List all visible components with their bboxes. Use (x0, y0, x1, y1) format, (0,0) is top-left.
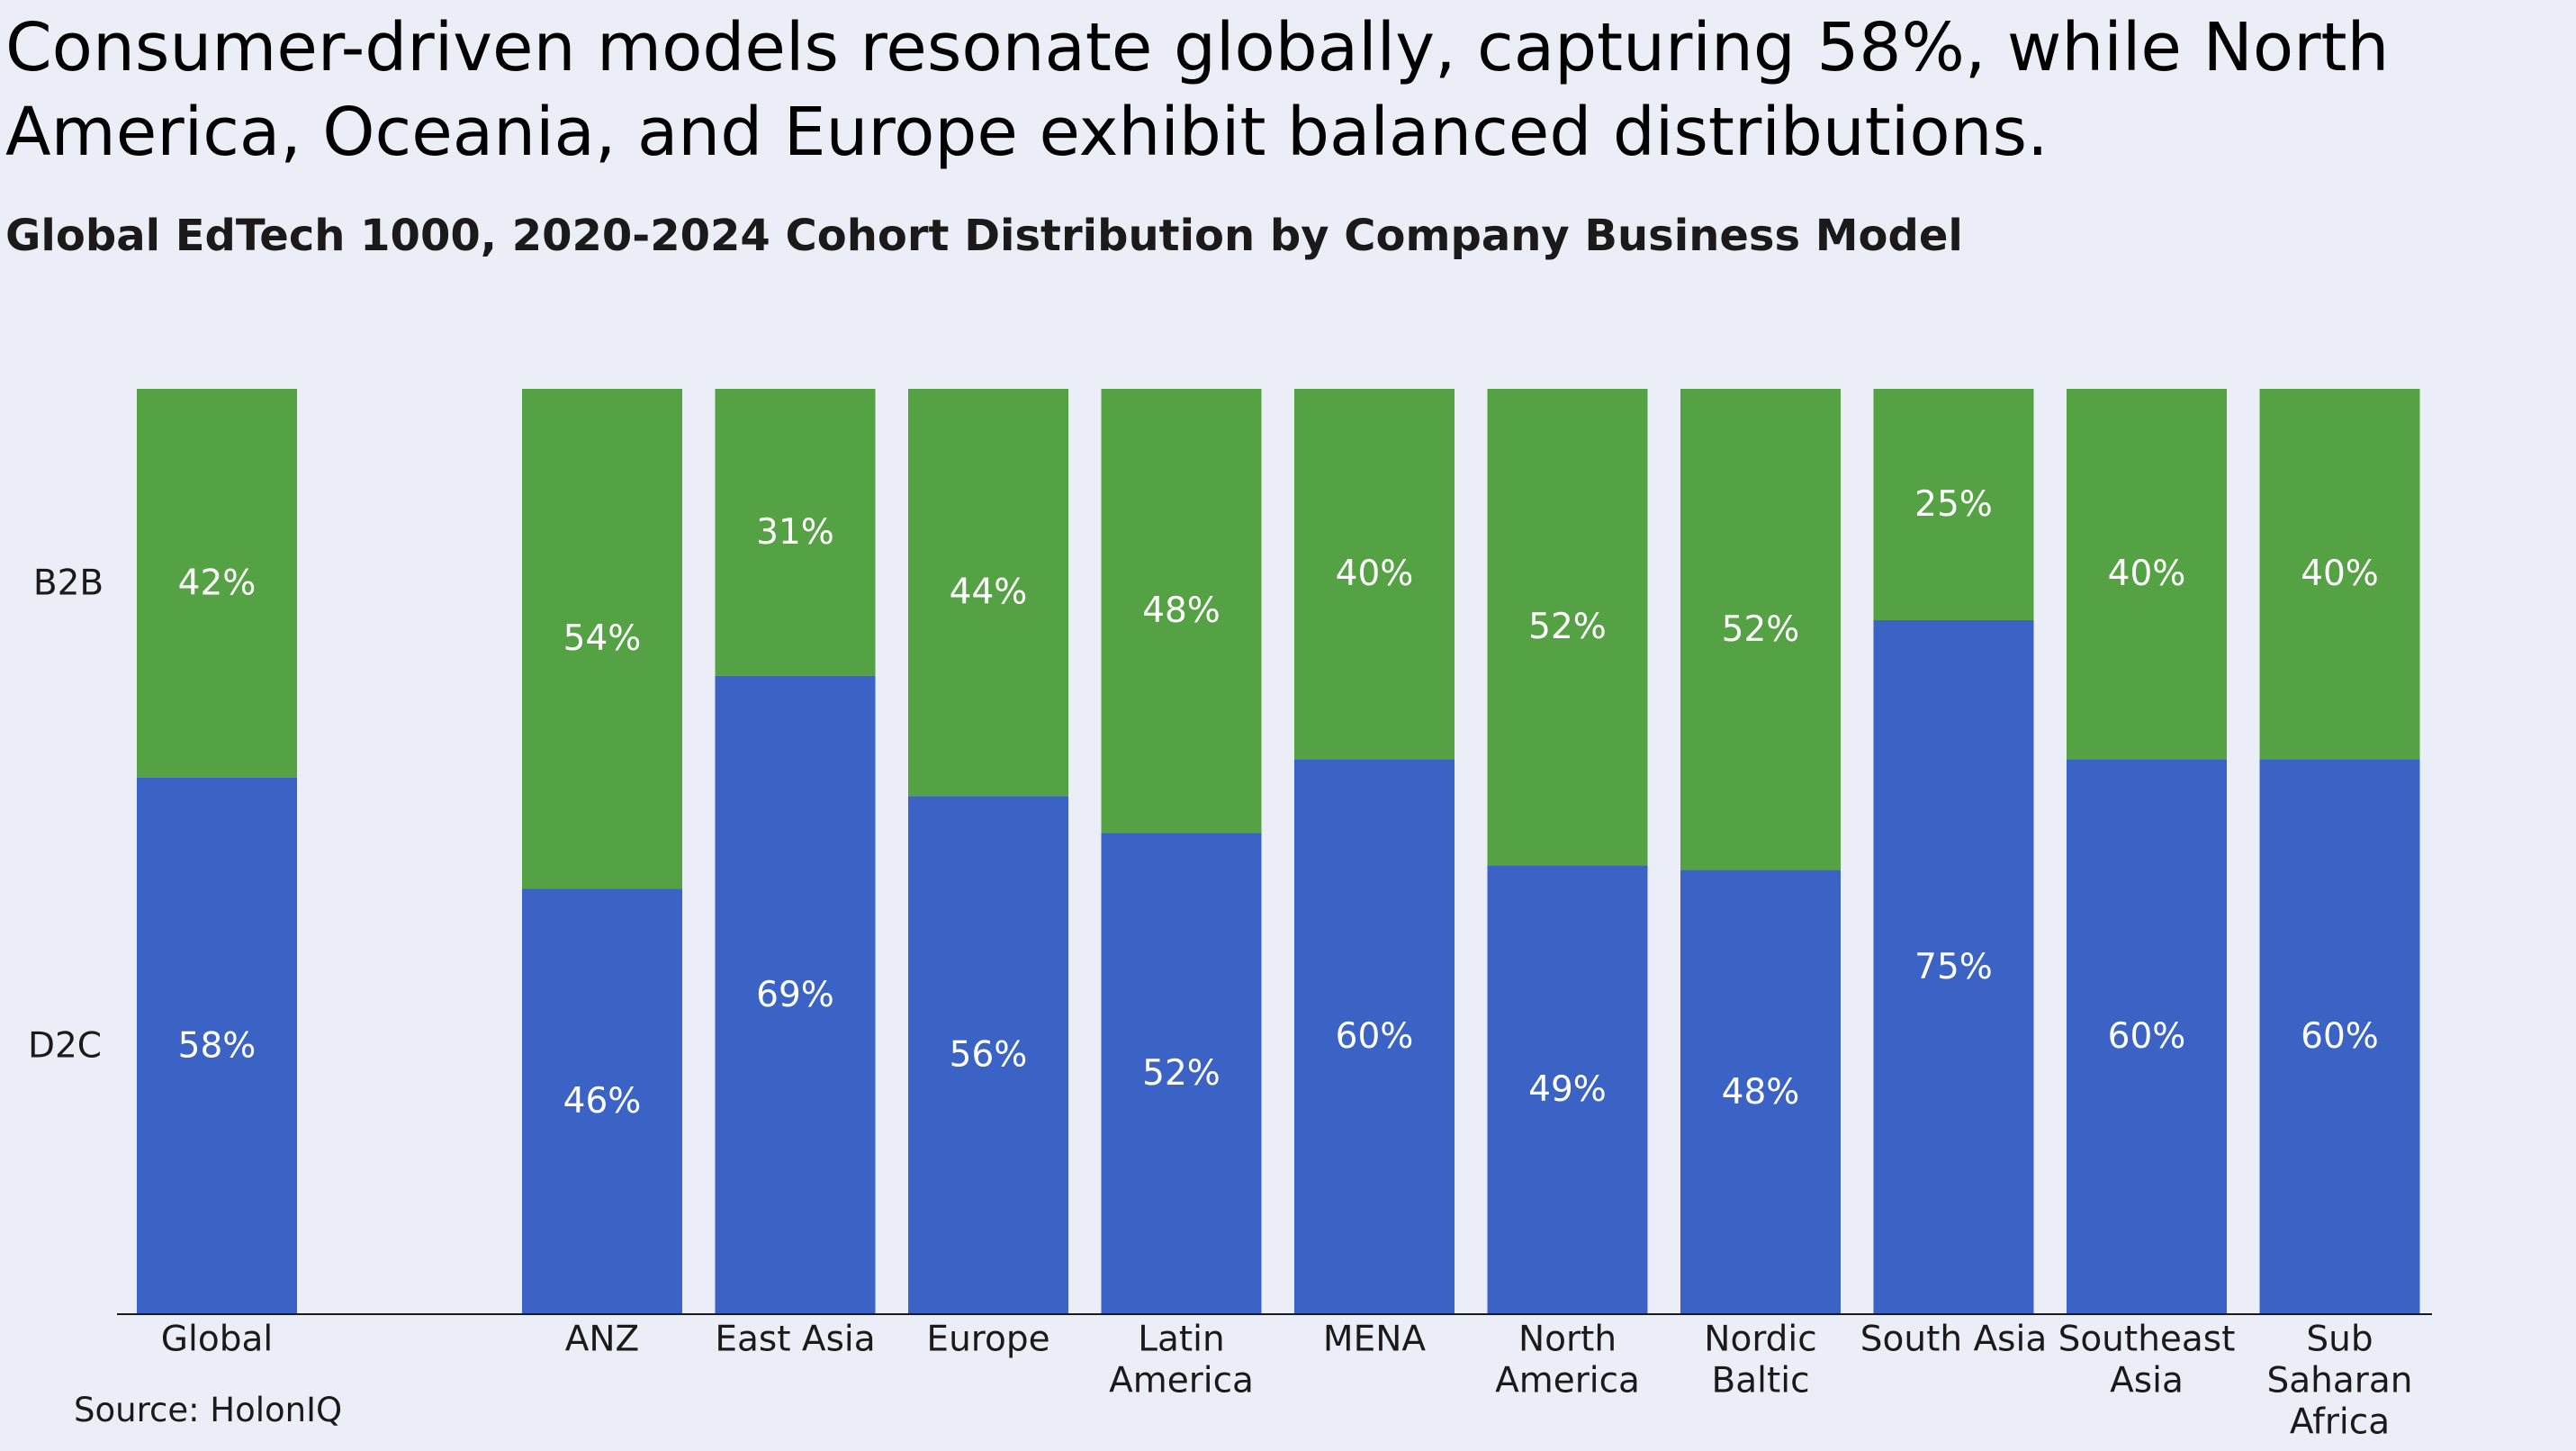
bar-b2b (137, 389, 297, 778)
bar-b2b (1680, 389, 1841, 870)
data-label-b2b: 31% (756, 512, 834, 553)
category-label: South Asia (1860, 1320, 2047, 1360)
data-label-b2b: 40% (2108, 554, 2186, 594)
bar-b2b (908, 389, 1068, 797)
series-label-b2b: B2B (33, 563, 104, 603)
data-label-d2c: 60% (2108, 1016, 2186, 1057)
category-label: Africa (2290, 1402, 2390, 1443)
category-label: Asia (2110, 1361, 2184, 1401)
data-label-b2b: 42% (178, 563, 257, 603)
bar-d2c (908, 796, 1068, 1314)
bar-b2b (1873, 389, 2034, 620)
category-label: North (1518, 1320, 1617, 1360)
category-label: ANZ (565, 1320, 640, 1360)
category-label: Sub (2306, 1320, 2373, 1360)
category-label: Saharan (2267, 1361, 2413, 1401)
bar-d2c (522, 888, 682, 1314)
data-label-b2b: 54% (563, 618, 642, 659)
bar-d2c (1294, 759, 1455, 1314)
data-label-b2b: 52% (1722, 609, 1800, 650)
data-label-d2c: 56% (950, 1035, 1028, 1076)
data-label-b2b: 40% (2301, 554, 2379, 594)
data-label-d2c: 69% (756, 975, 834, 1015)
category-label: America (1109, 1361, 1254, 1401)
category-label: Baltic (1711, 1361, 1809, 1401)
data-label-d2c: 52% (1142, 1053, 1220, 1094)
data-label-d2c: 46% (563, 1081, 642, 1122)
bar-d2c (2067, 759, 2227, 1314)
bar-d2c (715, 675, 876, 1314)
bar-b2b (1294, 389, 1455, 760)
data-label-d2c: 58% (178, 1025, 257, 1066)
data-label-b2b: 48% (1142, 590, 1220, 631)
category-label: Global (161, 1320, 273, 1360)
bar-d2c (1487, 865, 1648, 1314)
data-label-d2c: 60% (1336, 1016, 1414, 1057)
source-note: Source: HolonIQ (74, 1391, 343, 1429)
chart-title: Consumer-driven models resonate globally… (5, 9, 2390, 171)
category-label: East Asia (715, 1320, 875, 1360)
bar-d2c (1680, 870, 1841, 1314)
data-label-d2c: 48% (1722, 1072, 1800, 1113)
data-label-d2c: 75% (1914, 947, 1993, 987)
bar-b2b (2259, 389, 2420, 760)
data-label-b2b: 40% (1336, 554, 1414, 594)
data-label-d2c: 60% (2301, 1016, 2379, 1057)
series-label-d2c: D2C (28, 1025, 102, 1066)
data-label-d2c: 49% (1528, 1069, 1607, 1110)
category-label: Europe (926, 1320, 1049, 1360)
data-label-b2b: 44% (950, 572, 1028, 613)
bar-b2b (715, 389, 876, 676)
bar-b2b (2067, 389, 2227, 760)
bar-d2c (2259, 759, 2420, 1314)
bar-d2c (1101, 833, 1262, 1314)
category-label: MENA (1323, 1320, 1426, 1360)
category-label: Latin (1138, 1320, 1224, 1360)
category-label: Nordic (1704, 1320, 1816, 1360)
chart-subtitle: Global EdTech 1000, 2020-2024 Cohort Dis… (5, 211, 1963, 261)
bar-b2b (1101, 389, 1262, 834)
bar-b2b (1487, 389, 1648, 866)
data-label-b2b: 25% (1914, 484, 1993, 525)
bar-b2b (522, 389, 682, 889)
category-label: Southeast (2058, 1320, 2236, 1360)
category-label: America (1495, 1361, 1640, 1401)
data-label-b2b: 52% (1528, 607, 1607, 647)
bar-d2c (1873, 620, 2034, 1314)
bar-d2c (137, 777, 297, 1314)
